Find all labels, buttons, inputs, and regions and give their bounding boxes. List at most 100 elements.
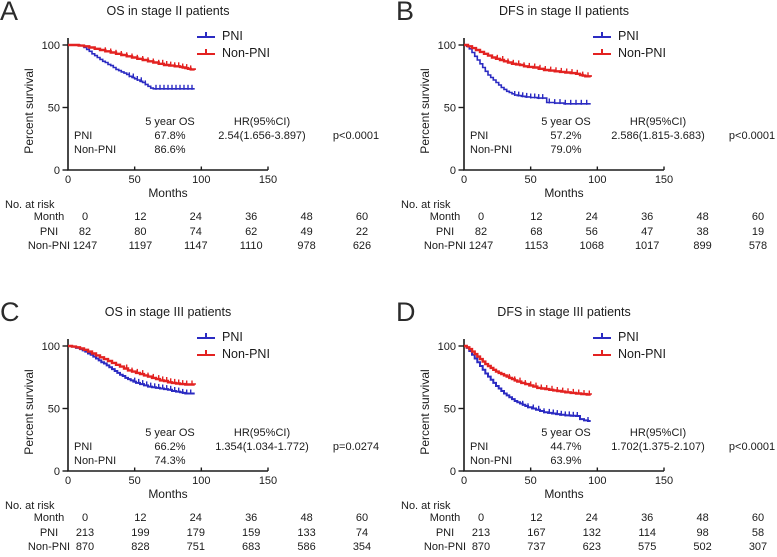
x-axis-label: Months xyxy=(148,186,188,200)
hr-value: 1.702(1.375-2.107) xyxy=(611,441,705,453)
hr-header: HR(95%CI) xyxy=(233,116,291,128)
risk-value: 19 xyxy=(751,225,765,238)
p-value: p<0.0001 xyxy=(728,441,776,453)
hr-header: HR(95%CI) xyxy=(629,427,687,439)
km-plot: 0 50 100 0 50 100 150 xyxy=(438,38,673,186)
p-value: p<0.0001 xyxy=(728,130,776,142)
legend-label: Non-PNI xyxy=(222,46,270,61)
legend-label: PNI xyxy=(222,329,243,344)
risk-value: 98 xyxy=(696,526,709,539)
legend-item: Non-PNI xyxy=(593,346,666,364)
x-tick-label: 100 xyxy=(588,174,606,186)
risk-value: 60 xyxy=(751,211,765,223)
risk-value: 1247 xyxy=(468,240,494,253)
five-year-os-header: 5 year OS xyxy=(145,116,195,128)
legend-label: PNI xyxy=(222,28,243,43)
x-axis-label: Months xyxy=(544,186,584,200)
risk-value: 48 xyxy=(300,512,313,524)
legend-label: Non-PNI xyxy=(618,46,666,61)
annotation-row-label: Non-PNI xyxy=(74,144,117,156)
hr-value: 1.354(1.034-1.772) xyxy=(215,441,309,453)
risk-value: 82 xyxy=(78,225,92,238)
y-tick-label: 50 xyxy=(444,103,456,115)
risk-value: 48 xyxy=(696,211,709,223)
x-tick-label: 0 xyxy=(461,475,467,487)
legend-item: PNI xyxy=(593,328,666,346)
legend-label: Non-PNI xyxy=(618,347,666,362)
risk-value: 199 xyxy=(131,526,150,539)
y-tick-label: 100 xyxy=(438,341,456,353)
legend-label: PNI xyxy=(618,329,639,344)
annotation-row-label: PNI xyxy=(470,441,489,453)
risk-value: 1110 xyxy=(239,240,263,253)
hr-value: 2.54(1.656-3.897) xyxy=(218,130,306,142)
risk-value: 68 xyxy=(530,225,543,238)
five-year-os-value: 44.7% xyxy=(550,441,582,453)
annotation-row-label: Non-PNI xyxy=(470,455,513,467)
risk-row-label: Month xyxy=(429,211,461,223)
risk-value: 737 xyxy=(527,541,546,554)
legend-label: Non-PNI xyxy=(222,347,270,362)
legend-item: PNI xyxy=(197,27,270,45)
risk-value: 56 xyxy=(585,225,598,238)
legend: PNI Non-PNI xyxy=(197,328,270,363)
panel-title: DFS in stage II patients xyxy=(499,4,629,18)
risk-table-title: No. at risk xyxy=(5,199,55,211)
risk-value: 0 xyxy=(477,211,485,223)
risk-value: 1147 xyxy=(183,240,208,253)
risk-value: 24 xyxy=(189,211,202,223)
risk-value: 36 xyxy=(641,512,654,524)
risk-value: 502 xyxy=(693,541,712,554)
risk-value: 12 xyxy=(530,512,543,524)
risk-table-title: No. at risk xyxy=(5,500,55,512)
risk-row-label: PNI xyxy=(39,526,59,539)
km-line-marker-icon xyxy=(197,31,215,38)
y-tick-label: 100 xyxy=(42,341,60,353)
legend: PNI Non-PNI xyxy=(593,328,666,363)
risk-row-label: Month xyxy=(429,512,461,524)
risk-value: 24 xyxy=(585,512,598,524)
risk-row-label: Month xyxy=(33,211,65,223)
risk-value: 74 xyxy=(355,526,369,539)
risk-value: 1247 xyxy=(72,240,98,253)
risk-value: 626 xyxy=(352,240,372,253)
p-value: p=0.0274 xyxy=(332,441,380,453)
y-tick-label: 0 xyxy=(450,165,456,177)
risk-table-title: No. at risk xyxy=(401,199,451,211)
risk-value: 74 xyxy=(189,225,202,238)
risk-value: 683 xyxy=(242,541,261,554)
panel-letter: C xyxy=(0,297,20,327)
risk-row-label: PNI xyxy=(435,225,455,238)
risk-value: 38 xyxy=(696,225,709,238)
km-line-marker-icon xyxy=(593,49,611,56)
y-tick-label: 0 xyxy=(54,165,60,177)
x-tick-label: 150 xyxy=(655,174,673,186)
risk-value: 0 xyxy=(477,512,485,524)
y-tick-label: 50 xyxy=(48,404,60,416)
x-tick-label: 0 xyxy=(461,174,467,186)
five-year-os-header: 5 year OS xyxy=(145,427,195,439)
panel-d: D DFS in stage III patients Percent surv… xyxy=(396,297,777,557)
five-year-os-header: 5 year OS xyxy=(541,116,591,128)
five-year-os-value: 57.2% xyxy=(550,130,582,142)
km-curve-Non-PNI xyxy=(68,344,196,386)
risk-value: 1153 xyxy=(524,240,549,253)
risk-row-label: PNI xyxy=(435,526,455,539)
risk-value: 751 xyxy=(186,541,205,554)
annotation-row-label: PNI xyxy=(74,130,93,142)
risk-value: 354 xyxy=(352,541,372,554)
y-tick-label: 50 xyxy=(48,103,60,115)
panel-b: B DFS in stage II patients Percent survi… xyxy=(396,0,777,256)
x-axis-label: Months xyxy=(148,487,188,501)
x-tick-label: 50 xyxy=(129,174,141,186)
legend-item: Non-PNI xyxy=(197,346,270,364)
five-year-os-header: 5 year OS xyxy=(541,427,591,439)
risk-value: 24 xyxy=(189,512,202,524)
risk-value: 213 xyxy=(471,526,491,539)
x-tick-label: 50 xyxy=(525,174,537,186)
x-tick-label: 50 xyxy=(525,475,537,487)
risk-value: 62 xyxy=(245,225,258,238)
risk-value: 578 xyxy=(748,240,768,253)
risk-value: 213 xyxy=(75,526,95,539)
